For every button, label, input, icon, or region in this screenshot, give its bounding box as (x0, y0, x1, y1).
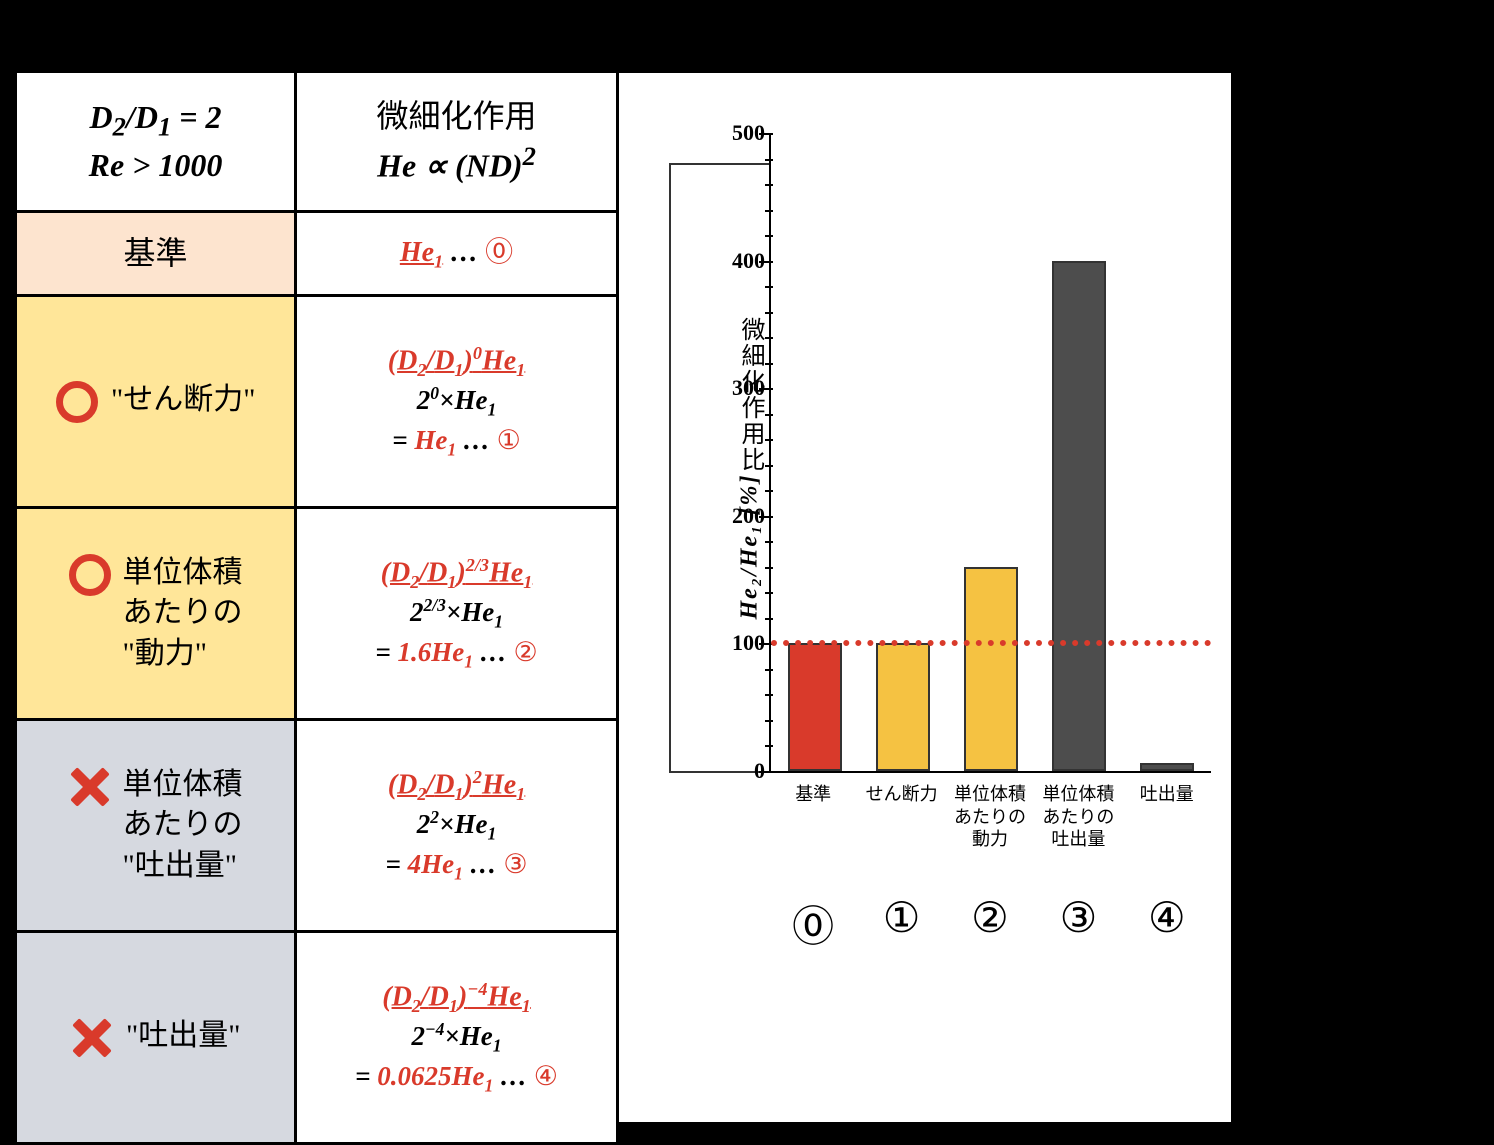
ytick-minor (765, 745, 773, 747)
scaling-table: D2/D1 = 2Re > 1000微細化作用He ∝ (ND)2基準He1 …… (14, 70, 619, 1145)
ytick-minor (765, 694, 773, 696)
row-formula-shear: (D2/D1)0He120×He1= He1 … ① (296, 296, 618, 508)
plot-area: 0100200300400500 (769, 133, 1211, 773)
reference-line (771, 640, 1211, 646)
ytick-minor (765, 669, 773, 671)
ytick-mark (759, 516, 773, 518)
row-formula-power: (D2/D1)2/3He122/3×He1= 1.6He1 … ② (296, 508, 618, 720)
ytick-minor (765, 414, 773, 416)
ytick-minor (765, 312, 773, 314)
ytick-minor (765, 159, 773, 161)
row-formula-ref: He1 … ⓪ (296, 212, 618, 296)
xtick-circle: ② (971, 893, 1009, 942)
ring-icon (69, 554, 111, 596)
bars-layer (771, 133, 1211, 771)
ytick-mark (759, 261, 773, 263)
xtick-label: 吐出量 (1140, 783, 1194, 806)
xtick-label: 単位体積あたりの動力 (954, 783, 1026, 851)
ytick-minor (765, 210, 773, 212)
ytick-minor (765, 720, 773, 722)
y-axis-label-math: He₂/He₁ [%] (737, 473, 764, 619)
canvas: D2/D1 = 2Re > 1000微細化作用He ∝ (ND)2基準He1 …… (14, 70, 1234, 1125)
row-formula-vol: (D2/D1)2He122×He1= 4He1 … ③ (296, 720, 618, 932)
bar (964, 567, 1019, 771)
x-icon (69, 766, 111, 808)
bar (1140, 763, 1195, 771)
ytick-minor (765, 618, 773, 620)
header-effect: 微細化作用He ∝ (ND)2 (296, 72, 618, 212)
ytick-mark (759, 133, 773, 135)
ytick-minor (765, 567, 773, 569)
row-label-vol: 単位体積あたりの"吐出量" (16, 720, 296, 932)
row-label-q: "吐出量" (16, 932, 296, 1144)
row-label-ref: 基準 (16, 212, 296, 296)
ytick-minor (765, 235, 773, 237)
xtick-circle: ③ (1060, 893, 1098, 942)
ytick-minor (765, 184, 773, 186)
ytick-minor (765, 592, 773, 594)
xtick-circle: ① (883, 893, 921, 942)
bar (876, 643, 931, 771)
ytick-minor (765, 363, 773, 365)
row-formula-q: (D2/D1)−4He12−4×He1= 0.0625He1 … ④ (296, 932, 618, 1144)
row-label-shear: "せん断力" (16, 296, 296, 508)
xtick-label: 単位体積あたりの吐出量 (1042, 783, 1114, 851)
table-body: D2/D1 = 2Re > 1000微細化作用He ∝ (ND)2基準He1 …… (16, 72, 618, 1144)
ring-icon (56, 381, 98, 423)
chart-inner: 微細化作用比He₂/He₁ [%] 0100200300400500 基準⓪せん… (619, 73, 1231, 1122)
bar (1052, 261, 1107, 771)
xtick-label: せん断力 (866, 783, 938, 806)
x-icon (71, 1017, 113, 1059)
ytick-mark (759, 771, 773, 773)
ytick-minor (765, 465, 773, 467)
xtick-circle: ⓪ (792, 893, 834, 954)
bar (788, 643, 843, 771)
header-conditions: D2/D1 = 2Re > 1000 (16, 72, 296, 212)
row-label-power: 単位体積あたりの"動力" (16, 508, 296, 720)
xtick-circle: ④ (1148, 893, 1186, 942)
ytick-minor (765, 286, 773, 288)
ytick-mark (759, 388, 773, 390)
ytick-minor (765, 439, 773, 441)
chart-panel: 微細化作用比He₂/He₁ [%] 0100200300400500 基準⓪せん… (619, 70, 1234, 1125)
ytick-minor (765, 337, 773, 339)
ytick-minor (765, 490, 773, 492)
xtick-label: 基準 (795, 783, 831, 806)
ytick-minor (765, 541, 773, 543)
